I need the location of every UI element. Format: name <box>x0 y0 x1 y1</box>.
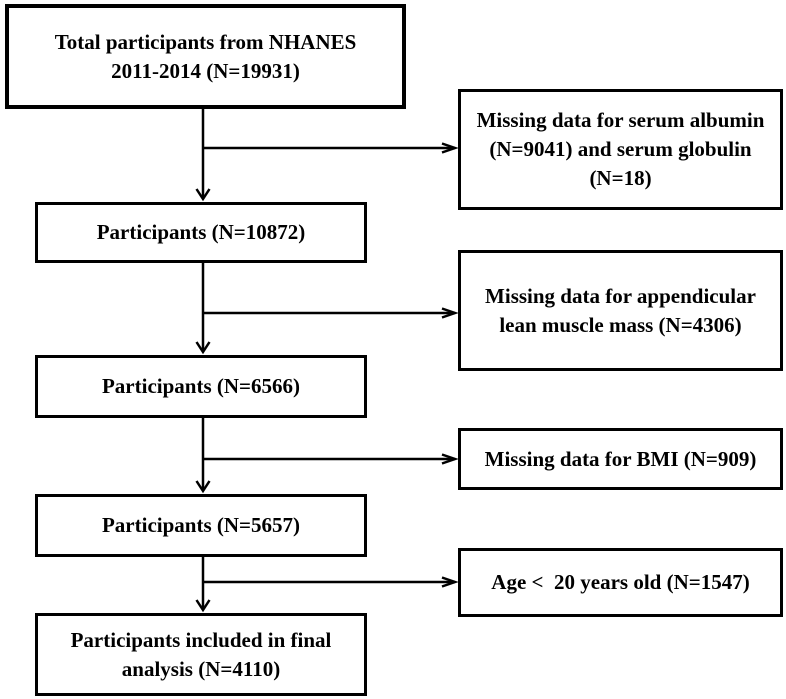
arrowhead-right-1 <box>441 142 459 154</box>
arrowhead-right-3 <box>441 453 459 465</box>
box-participants-10872: Participants (N=10872) <box>35 202 367 263</box>
arrowhead-down-3 <box>195 480 211 494</box>
arrowhead-down-4 <box>195 599 211 613</box>
box-participants-6566-label: Participants (N=6566) <box>101 374 301 399</box>
box-participants-5657-label: Participants (N=5657) <box>101 513 301 538</box>
box-age-under-20: Age < 20 years old (N=1547) <box>458 548 783 617</box>
box-missing-muscle-mass: Missing data for appendicular lean muscl… <box>458 250 783 371</box>
box-final-analysis-label: Participants included in final analysis … <box>70 627 332 681</box>
box-missing-serum-data: Missing data for serum albumin (N=9041) … <box>458 89 783 210</box>
box-age-under-20-label: Age < 20 years old (N=1547) <box>491 570 750 595</box>
arrowhead-right-2 <box>441 307 459 319</box>
box-participants-10872-label: Participants (N=10872) <box>96 220 306 245</box>
arrowhead-down-1 <box>195 188 211 202</box>
box-final-analysis: Participants included in final analysis … <box>35 613 367 696</box>
box-total-participants: Total participants from NHANES 2011-2014… <box>5 4 406 109</box>
box-missing-serum-data-label: Missing data for serum albumin (N=9041) … <box>476 108 765 190</box>
box-participants-6566: Participants (N=6566) <box>35 355 367 418</box>
arrowhead-down-2 <box>195 341 211 355</box>
box-missing-bmi: Missing data for BMI (N=909) <box>458 428 783 490</box>
box-missing-muscle-mass-label: Missing data for appendicular lean muscl… <box>485 283 756 337</box>
arrowhead-right-4 <box>441 576 459 588</box>
box-participants-5657: Participants (N=5657) <box>35 494 367 557</box>
box-total-participants-label: Total participants from NHANES 2011-2014… <box>54 29 357 83</box>
box-missing-bmi-label: Missing data for BMI (N=909) <box>484 446 757 471</box>
